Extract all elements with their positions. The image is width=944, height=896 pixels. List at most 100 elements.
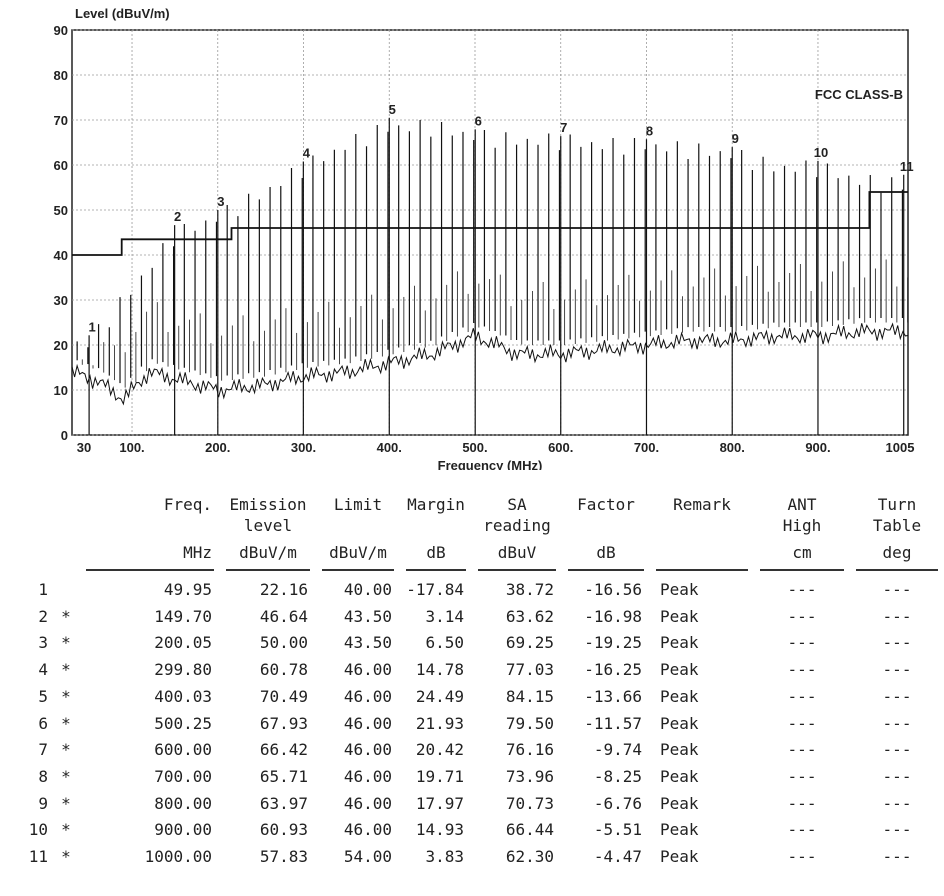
table-row: 6 * 500.25 67.93 46.00 21.93 79.50 -11.57 Peak --… <box>0 711 944 738</box>
table-row: 8 * 700.00 65.71 46.00 19.71 73.96 -8.25 Peak ---… <box>0 764 944 791</box>
header-emission: Emission level dBuV/m <box>220 494 316 563</box>
cell-remark: Peak <box>650 791 754 818</box>
cell-sa: 77.03 <box>472 657 562 684</box>
cell-no: 9 <box>0 791 52 818</box>
cell-emission: 66.42 <box>220 737 316 764</box>
table-row: 4 * 299.80 60.78 46.00 14.78 77.03 -16.25 Peak --… <box>0 657 944 684</box>
header-no <box>0 494 52 563</box>
cell-turn: --- <box>850 657 944 684</box>
cell-margin: 20.42 <box>400 737 472 764</box>
cell-factor: -4.47 <box>562 844 650 871</box>
marker-label: 3 <box>217 194 224 209</box>
x-tick-label: 1005 <box>886 440 915 455</box>
y-tick-label: 60 <box>54 158 68 173</box>
marker-label: 2 <box>174 209 181 224</box>
cell-factor: -6.76 <box>562 791 650 818</box>
x-tick-label: 300. <box>291 440 316 455</box>
cell-no: 1 <box>0 577 52 604</box>
cell-no: 8 <box>0 764 52 791</box>
cell-turn: --- <box>850 764 944 791</box>
cell-limit: 40.00 <box>316 577 400 604</box>
y-tick-label: 40 <box>54 248 68 263</box>
cell-mark: * <box>52 657 80 684</box>
table-row: 5 * 400.03 70.49 46.00 24.49 84.15 -13.66 Peak --… <box>0 684 944 711</box>
cell-mark: * <box>52 737 80 764</box>
cell-ant: --- <box>754 764 850 791</box>
x-tick-label: 400. <box>377 440 402 455</box>
cell-factor: -5.51 <box>562 817 650 844</box>
header-mark <box>52 494 80 563</box>
cell-freq: 299.80 <box>80 657 220 684</box>
cell-limit: 46.00 <box>316 817 400 844</box>
marker-label: 5 <box>389 102 396 117</box>
cell-mark <box>52 577 80 604</box>
cell-sa: 79.50 <box>472 711 562 738</box>
marker-label: 1 <box>88 319 95 334</box>
table-body: 1 49.95 22.16 40.00 -17.84 38.72 -16.56 Peak ---… <box>0 577 944 871</box>
cell-mark: * <box>52 764 80 791</box>
cell-limit: 46.00 <box>316 737 400 764</box>
cell-limit: 46.00 <box>316 711 400 738</box>
cell-freq: 800.00 <box>80 791 220 818</box>
marker-label: 7 <box>560 120 567 135</box>
table-row: 10 * 900.00 60.93 46.00 14.93 66.44 -5.51 Peak --… <box>0 817 944 844</box>
cell-margin: 21.93 <box>400 711 472 738</box>
cell-freq: 900.00 <box>80 817 220 844</box>
x-tick-label: 700. <box>634 440 659 455</box>
x-tick-label: 900. <box>805 440 830 455</box>
cell-freq: 500.25 <box>80 711 220 738</box>
cell-mark: * <box>52 630 80 657</box>
cell-no: 3 <box>0 630 52 657</box>
cell-sa: 62.30 <box>472 844 562 871</box>
cell-ant: --- <box>754 737 850 764</box>
cell-sa: 70.73 <box>472 791 562 818</box>
cell-turn: --- <box>850 844 944 871</box>
cell-mark: * <box>52 844 80 871</box>
cell-ant: --- <box>754 657 850 684</box>
cell-margin: 17.97 <box>400 791 472 818</box>
cell-mark: * <box>52 684 80 711</box>
cell-margin: 19.71 <box>400 764 472 791</box>
cell-margin: 6.50 <box>400 630 472 657</box>
marker-label: 4 <box>303 145 311 160</box>
cell-remark: Peak <box>650 711 754 738</box>
cell-ant: --- <box>754 791 850 818</box>
cell-emission: 70.49 <box>220 684 316 711</box>
cell-margin: 14.78 <box>400 657 472 684</box>
cell-no: 6 <box>0 711 52 738</box>
cell-no: 10 <box>0 817 52 844</box>
cell-remark: Peak <box>650 577 754 604</box>
cell-remark: Peak <box>650 630 754 657</box>
cell-remark: Peak <box>650 764 754 791</box>
y-tick-label: 70 <box>54 113 68 128</box>
cell-mark: * <box>52 817 80 844</box>
cell-sa: 84.15 <box>472 684 562 711</box>
table-row: 1 49.95 22.16 40.00 -17.84 38.72 -16.56 Peak ---… <box>0 577 944 604</box>
cell-ant: --- <box>754 711 850 738</box>
cell-sa: 66.44 <box>472 817 562 844</box>
cell-mark: * <box>52 711 80 738</box>
cell-turn: --- <box>850 577 944 604</box>
header-remark: Remark <box>650 494 754 563</box>
cell-margin: 14.93 <box>400 817 472 844</box>
cell-sa: 63.62 <box>472 604 562 631</box>
cell-emission: 22.16 <box>220 577 316 604</box>
y-tick-label: 50 <box>54 203 68 218</box>
cell-freq: 600.00 <box>80 737 220 764</box>
results-table: Freq. MHz Emission level dBuV/m Limit dBuV/… <box>0 494 944 871</box>
header-ant: ANT High cm <box>754 494 850 563</box>
cell-emission: 46.64 <box>220 604 316 631</box>
marker-label: 9 <box>732 131 739 146</box>
emission-chart: 1 2 3 4 5 6 7 8 9 10 11 0 10 20 30 40 50 60 70 80 90 30 100. 2… <box>0 0 944 470</box>
marker-label: 8 <box>646 123 653 138</box>
table-row: 3 * 200.05 50.00 43.50 6.50 69.25 -19.25 Peak ---… <box>0 630 944 657</box>
cell-emission: 63.97 <box>220 791 316 818</box>
header-sa: SA reading dBuV <box>472 494 562 563</box>
cell-turn: --- <box>850 817 944 844</box>
x-tick-label: 200. <box>205 440 230 455</box>
cell-freq: 149.70 <box>80 604 220 631</box>
cell-limit: 43.50 <box>316 630 400 657</box>
cell-freq: 200.05 <box>80 630 220 657</box>
cell-factor: -8.25 <box>562 764 650 791</box>
cell-remark: Peak <box>650 737 754 764</box>
